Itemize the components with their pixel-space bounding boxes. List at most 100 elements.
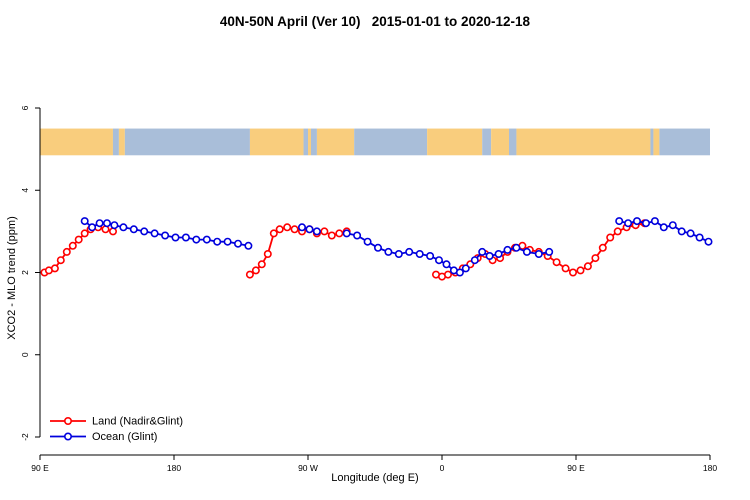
chart-title: 40N-50N April (Ver 10) 2015-01-01 to 202…: [219, 14, 531, 29]
data-point-marker: [677, 227, 686, 236]
data-point-marker: [415, 250, 424, 259]
data-point-marker: [119, 223, 128, 232]
data-point-marker: [327, 231, 336, 240]
x-tick-label: 90 E: [567, 463, 585, 473]
map-strip: [40, 128, 710, 156]
data-point-marker: [275, 225, 284, 234]
map-land-segment: [249, 128, 304, 156]
x-tick-label: 180: [703, 463, 717, 473]
map-ocean-segment: [124, 128, 250, 156]
data-point-marker: [686, 229, 695, 238]
map-land-segment: [427, 128, 483, 156]
data-point-marker: [109, 227, 118, 236]
x-tick-label: 90 E: [31, 463, 49, 473]
data-point-marker: [568, 268, 577, 277]
data-point-marker: [455, 268, 464, 277]
data-point-marker: [80, 217, 89, 226]
legend-marker-sample: [64, 432, 73, 441]
data-point-marker: [68, 241, 77, 250]
data-point-marker: [512, 243, 521, 252]
legend-entry-label: Ocean (Glint): [92, 431, 157, 443]
data-point-marker: [394, 250, 403, 259]
data-point-marker: [373, 243, 382, 252]
map-ocean-segment: [310, 128, 317, 156]
map-ocean-segment: [112, 128, 119, 156]
data-point-marker: [150, 229, 159, 238]
map-land-segment: [491, 128, 509, 156]
data-point-marker: [442, 260, 451, 269]
map-ocean-segment: [354, 128, 428, 156]
data-point-marker: [443, 270, 452, 279]
data-point-marker: [363, 237, 372, 246]
data-point-marker: [613, 227, 622, 236]
data-point-marker: [223, 237, 232, 246]
series-ocean: [80, 217, 713, 277]
data-point-marker: [485, 252, 494, 261]
y-tick-label: -2: [20, 433, 30, 441]
data-point-marker: [632, 217, 641, 226]
y-axis-label: XCO2 - MLO trend (ppm): [6, 216, 18, 340]
data-point-marker: [461, 264, 470, 273]
data-point-marker: [244, 241, 253, 250]
legend-entry-label: Land (Nadir&Glint): [92, 416, 183, 428]
data-point-marker: [234, 239, 243, 248]
data-point-marker: [213, 237, 222, 246]
map-land-segment: [653, 128, 660, 156]
map-ocean-segment: [659, 128, 710, 156]
data-point-marker: [245, 270, 254, 279]
data-point-marker: [305, 225, 314, 234]
data-point-marker: [192, 235, 201, 244]
data-point-marker: [50, 264, 59, 273]
data-point-marker: [74, 235, 83, 244]
data-point-marker: [641, 219, 650, 228]
data-point-marker: [405, 247, 414, 256]
data-point-marker: [494, 250, 503, 259]
legend-marker-sample: [64, 416, 73, 425]
data-point-marker: [561, 264, 570, 273]
data-point-marker: [470, 256, 479, 265]
data-point-marker: [545, 247, 554, 256]
data-point-marker: [478, 247, 487, 256]
data-point-marker: [552, 258, 561, 267]
data-point-marker: [202, 235, 211, 244]
data-point-marker: [56, 256, 65, 265]
data-point-marker: [598, 243, 607, 252]
y-tick-label: 2: [20, 270, 30, 275]
data-point-marker: [269, 229, 278, 238]
data-point-marker: [615, 217, 624, 226]
data-point-marker: [503, 245, 512, 254]
x-tick-label: 90 W: [298, 463, 318, 473]
y-tick-label: 6: [20, 105, 30, 110]
axes: 90 E 180 90 W 0 90 E 180 -2 0 2 4 6: [20, 105, 717, 473]
map-land-segment: [118, 128, 125, 156]
y-tick-label: 4: [20, 188, 30, 193]
map-land-segment: [308, 128, 311, 156]
x-tick-label: 180: [167, 463, 181, 473]
map-ocean-segment: [303, 128, 308, 156]
x-tick-label: 0: [440, 463, 445, 473]
data-point-marker: [384, 247, 393, 256]
data-point-marker: [263, 250, 272, 259]
data-point-marker: [110, 221, 119, 230]
data-point-marker: [668, 221, 677, 230]
data-point-marker: [583, 262, 592, 271]
data-point-marker: [704, 237, 713, 246]
data-point-marker: [624, 219, 633, 228]
y-tick-label: 0: [20, 352, 30, 357]
data-point-marker: [257, 260, 266, 269]
data-point-marker: [335, 229, 344, 238]
data-point-marker: [606, 233, 615, 242]
map-land-segment: [316, 128, 355, 156]
data-point-marker: [426, 252, 435, 261]
data-point-marker: [140, 227, 149, 236]
map-land-segment: [516, 128, 651, 156]
data-point-marker: [181, 233, 190, 242]
data-point-marker: [161, 231, 170, 240]
map-ocean-segment: [509, 128, 517, 156]
data-point-marker: [534, 250, 543, 259]
data-point-marker: [591, 254, 600, 263]
data-point-marker: [251, 266, 260, 275]
data-point-marker: [129, 225, 138, 234]
data-point-marker: [88, 223, 97, 232]
